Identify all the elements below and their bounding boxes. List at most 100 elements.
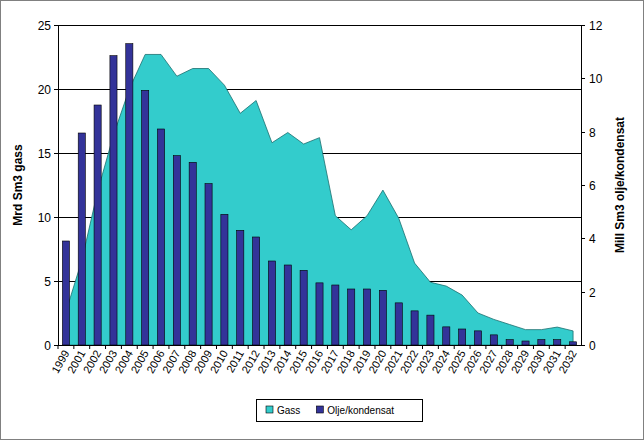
y-tick [54,217,58,218]
oil-bar [395,303,402,345]
legend-label: Olje/kondensat [327,405,394,416]
y2-tick [581,185,585,186]
x-tick [248,345,249,349]
oil-bar [474,331,481,345]
oil-bar [363,289,370,345]
x-tick [533,345,534,349]
y2-tick-label: 4 [589,232,596,246]
oil-bar [237,230,244,345]
y-tick-label: 15 [38,147,52,161]
y2-tick [581,132,585,133]
oil-bar [189,162,196,345]
y-axis-line [58,25,59,345]
y-axis-title: Mrd Sm3 gass [11,144,25,226]
x-tick [200,345,201,349]
x-tick [565,345,566,349]
y2-tick-label: 12 [589,19,603,33]
oil-bar [268,261,275,345]
y2-tick [581,292,585,293]
x-tick [374,345,375,349]
legend-label: Gass [277,405,300,416]
oil-bar [126,44,133,345]
x-tick [153,345,154,349]
oil-bar [316,283,323,345]
x-tick [438,345,439,349]
y2-tick [581,25,585,26]
legend: Gass Olje/kondensat [257,400,423,422]
chart-frame [1,1,644,440]
x-tick [89,345,90,349]
oil-bar [142,90,149,345]
oil-bar [570,342,577,345]
chart: 0510152025024681012199920012002200320042… [0,0,644,440]
oil-bar [205,184,212,345]
y2-tick-label: 8 [589,126,596,140]
x-tick [105,345,106,349]
oil-bar [538,340,545,345]
oil-bar [78,133,85,345]
x-tick [422,345,423,349]
x-tick [517,345,518,349]
oil-bar [348,289,355,345]
y2-axis-title: Mill Sm3 olje/kondensat [613,117,627,253]
x-tick [264,345,265,349]
y-tick [54,153,58,154]
y2-tick [581,78,585,79]
y2-tick-label: 0 [589,339,596,353]
y-tick [54,281,58,282]
y2-tick [581,238,585,239]
oil-bar [173,156,180,345]
legend-swatch [316,406,323,413]
oil-bar [443,327,450,345]
x-axis-line [58,345,581,346]
y-tick-label: 5 [44,275,51,289]
x-tick [327,345,328,349]
oil-bar [459,329,466,345]
x-tick [137,345,138,349]
oil-bar [522,341,529,345]
x-tick [406,345,407,349]
x-tick [121,345,122,349]
x-tick [390,345,391,349]
legend-swatch [266,406,273,413]
grid-line [58,25,581,26]
x-tick [485,345,486,349]
grid-line [58,345,581,346]
oil-bar [411,311,418,345]
x-tick-label: 2032 [556,348,579,375]
oil-bar [221,214,228,345]
x-tick [295,345,296,349]
x-tick [470,345,471,349]
y2-tick-label: 10 [589,72,603,86]
y-tick-label: 20 [38,83,52,97]
x-tick [279,345,280,349]
oil-bar [379,290,386,345]
y-tick-label: 10 [38,211,52,225]
plot-marks [62,44,576,345]
x-tick [311,345,312,349]
x-tick [168,345,169,349]
y-tick-label: 0 [44,339,51,353]
y2-tick [581,345,585,346]
oil-bar [300,270,307,345]
x-tick [232,345,233,349]
oil-bar [427,315,434,345]
oil-bar [554,340,561,345]
oil-bar [506,340,513,345]
y-tick [54,89,58,90]
x-tick [501,345,502,349]
oil-bar [94,105,101,345]
oil-bar [157,129,164,345]
y2-tick-label: 6 [589,179,596,193]
oil-bar [110,56,117,345]
oil-bar [253,237,260,345]
x-tick [343,345,344,349]
y-tick [54,25,58,26]
oil-bar [332,285,339,345]
x-tick [454,345,455,349]
x-tick [58,345,59,349]
y-tick [54,345,58,346]
y-tick-label: 25 [38,19,52,33]
oil-bar [490,335,497,345]
x-tick [184,345,185,349]
